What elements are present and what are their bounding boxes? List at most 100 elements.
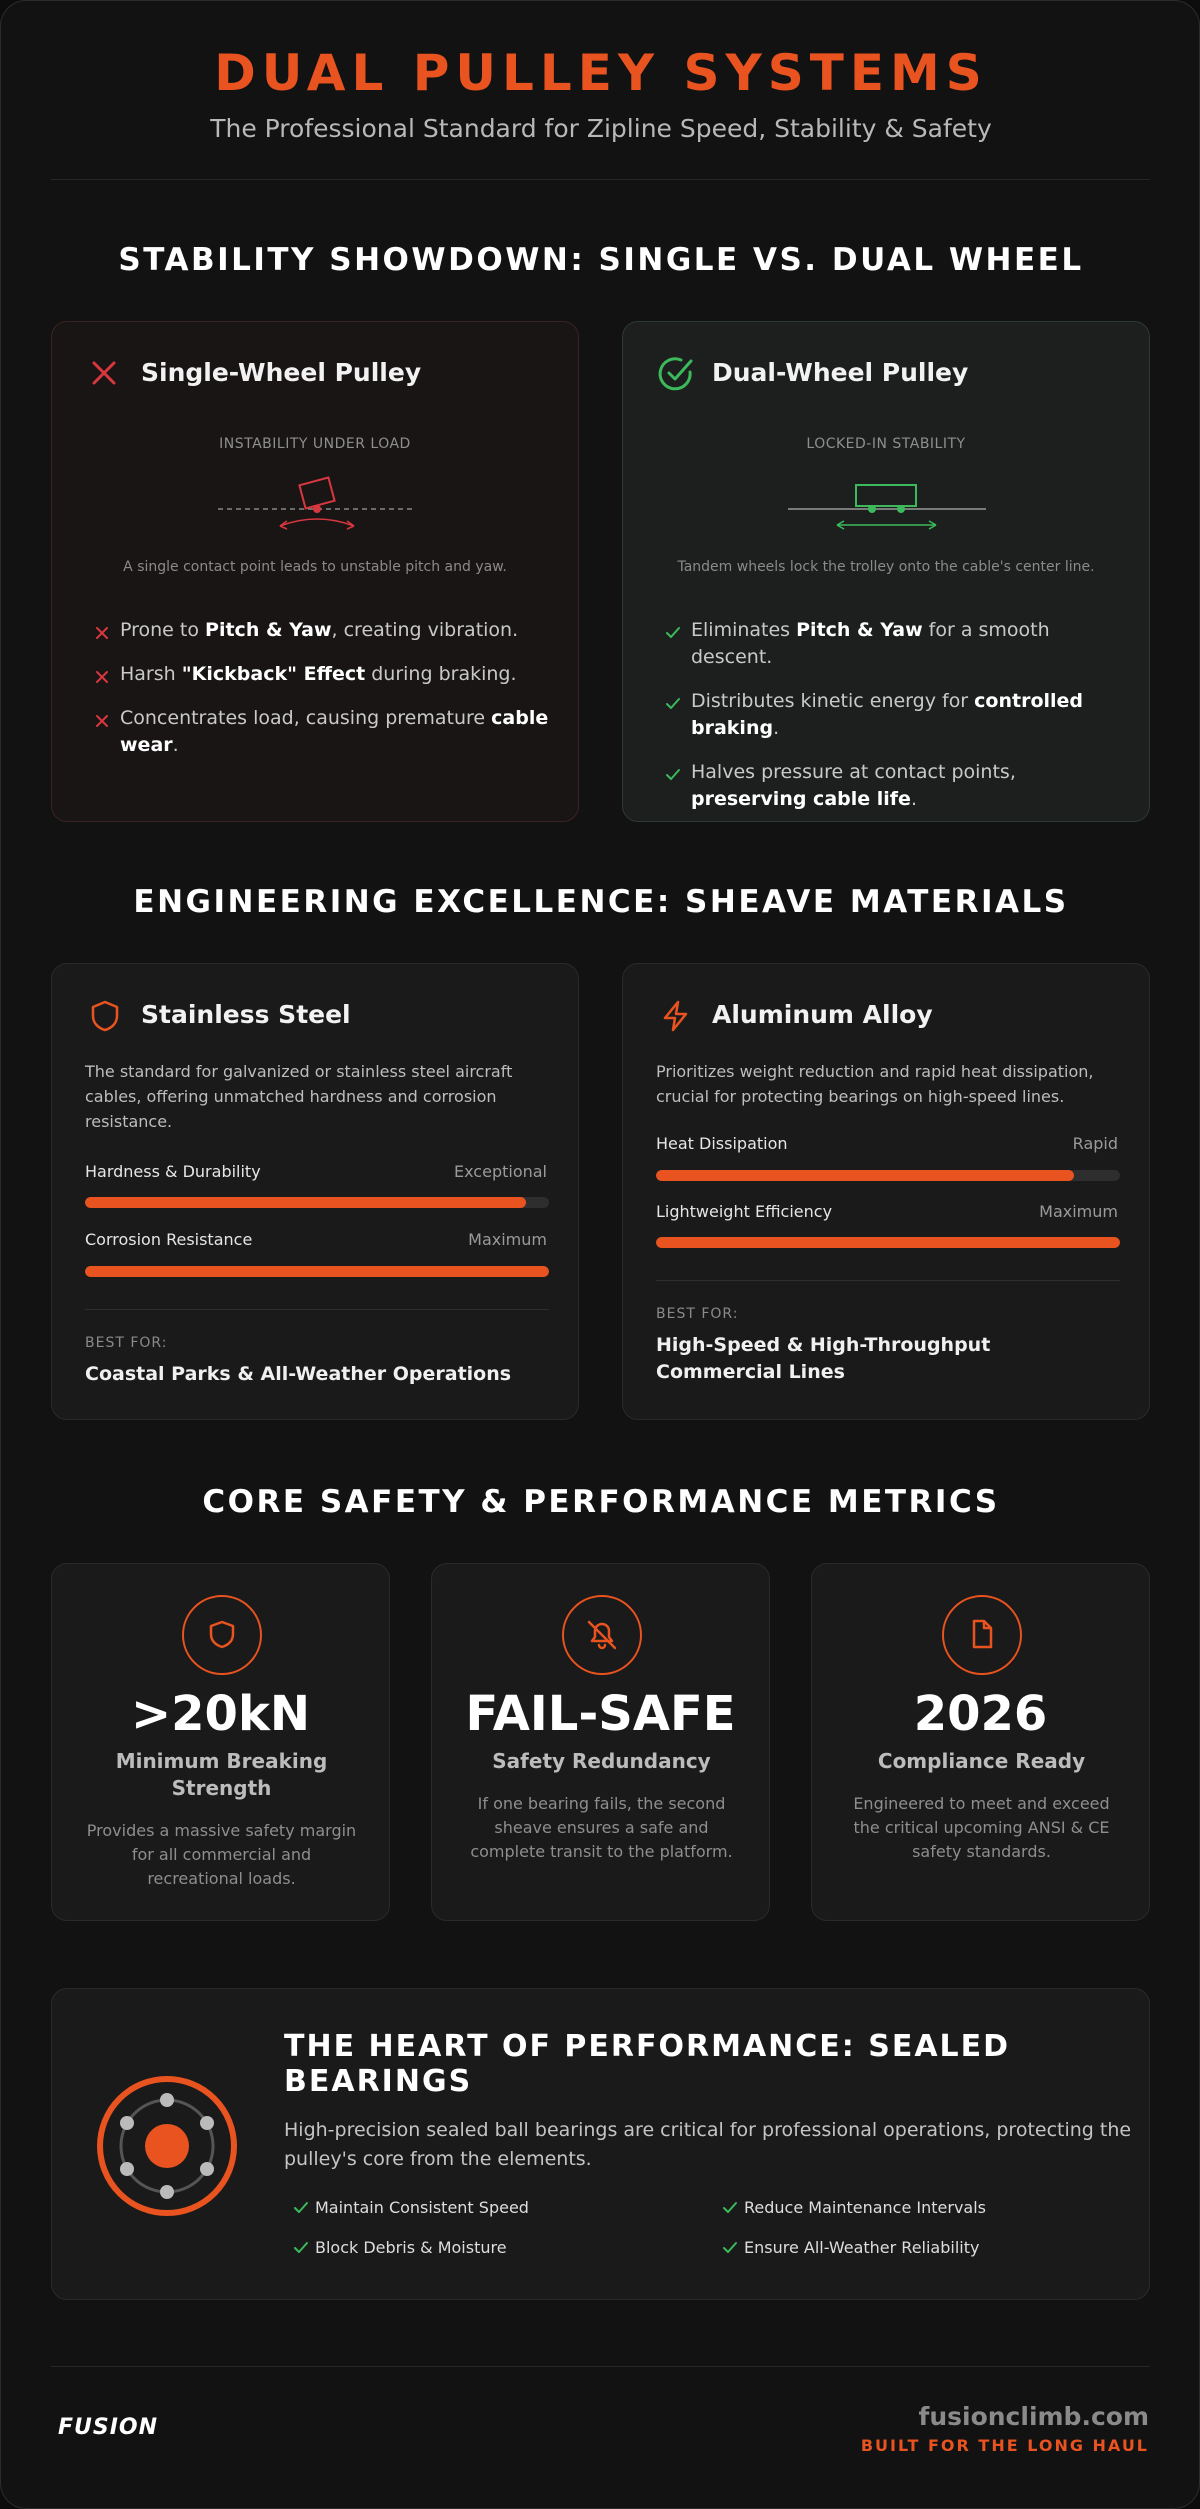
metric-description: If one bearing fails, the second sheave … bbox=[470, 1794, 733, 1861]
check-marker bbox=[294, 2202, 308, 2213]
metric-value: 2026 bbox=[913, 1686, 1048, 1742]
site: fusionclimb.com bbox=[918, 2402, 1149, 2431]
metric-value: FAIL-SAFE bbox=[465, 1686, 736, 1742]
metric-rating: Maximum bbox=[1039, 1202, 1118, 1221]
x-marker bbox=[96, 627, 108, 639]
point-text: . bbox=[172, 734, 179, 756]
diagram-label: INSTABILITY UNDER LOAD bbox=[219, 436, 411, 452]
check-icon bbox=[658, 357, 693, 391]
description: Prioritizes weight reduction and rapid h… bbox=[656, 1062, 1094, 1106]
section-heading: CORE SAFETY & PERFORMANCE METRICS bbox=[202, 1484, 1000, 1520]
material-card: Aluminum Alloy Prioritizes weight reduct… bbox=[622, 963, 1150, 1420]
bearing-icon bbox=[97, 2076, 237, 2216]
comparison-card: Single-Wheel Pulley INSTABILITY UNDER LO… bbox=[51, 321, 579, 822]
card-title: Stainless Steel bbox=[141, 1000, 351, 1029]
point-list: Eliminates Pitch & Yaw for a smooth desc… bbox=[666, 617, 1121, 830]
bar bbox=[656, 1237, 1120, 1248]
point: Concentrates load, causing premature cab… bbox=[96, 705, 550, 759]
feature-text: Reduce Maintenance Intervals bbox=[744, 2198, 986, 2217]
point: Prone to Pitch & Yaw, creating vibration… bbox=[96, 617, 550, 644]
description: The standard for galvanized or stainless… bbox=[85, 1062, 513, 1131]
check-marker bbox=[666, 627, 680, 638]
best-for-label: BEST FOR: bbox=[85, 1335, 168, 1351]
check-marker bbox=[723, 2202, 737, 2213]
metric-description: Engineered to meet and exceed the critic… bbox=[853, 1794, 1110, 1861]
metric-rating: Maximum bbox=[468, 1230, 547, 1249]
bar bbox=[656, 1170, 1074, 1181]
bar-track bbox=[85, 1197, 549, 1208]
point-emphasis: Pitch & Yaw bbox=[796, 619, 923, 641]
section-heading: ENGINEERING EXCELLENCE: SHEAVE MATERIALS bbox=[133, 884, 1069, 920]
bar bbox=[85, 1266, 549, 1277]
shield-icon bbox=[91, 1000, 119, 1032]
caption: A single contact point leads to unstable… bbox=[123, 559, 507, 575]
metric-label: Hardness & Durability bbox=[85, 1162, 261, 1181]
point-text: , creating vibration. bbox=[331, 619, 519, 641]
bar-track bbox=[85, 1266, 549, 1277]
card-title: Aluminum Alloy bbox=[712, 1000, 933, 1029]
point-emphasis: cable wear bbox=[120, 707, 549, 756]
point-text: . bbox=[910, 788, 917, 810]
bolt-icon bbox=[663, 1000, 688, 1032]
x-marker bbox=[96, 715, 108, 727]
metric-rating: Exceptional bbox=[454, 1162, 547, 1181]
divider bbox=[51, 179, 1150, 180]
metric-label: Safety Redundancy bbox=[492, 1749, 711, 1773]
feature-text: Block Debris & Moisture bbox=[315, 2238, 507, 2257]
bearing-card: THE HEART OF PERFORMANCE: SEALED BEARING… bbox=[51, 1988, 1150, 2300]
bar bbox=[85, 1197, 526, 1208]
feature-text: Ensure All-Weather Reliability bbox=[744, 2238, 980, 2257]
metric-card: FAIL-SAFE Safety Redundancy If one bearin… bbox=[431, 1563, 770, 1921]
metric-label: Corrosion Resistance bbox=[85, 1230, 253, 1249]
metric-label: Lightweight Efficiency bbox=[656, 1202, 833, 1221]
metric-label: Heat Dissipation bbox=[656, 1134, 788, 1153]
card-title: Single-Wheel Pulley bbox=[141, 358, 422, 387]
metric-text: Minimum Breaking Strength Provides a mass… bbox=[86, 1748, 357, 1891]
point: Distributes kinetic energy for controlle… bbox=[666, 688, 1121, 742]
point-text: Distributes kinetic energy for bbox=[691, 690, 975, 712]
best-for-label: BEST FOR: bbox=[656, 1306, 739, 1322]
divider bbox=[51, 2366, 1150, 2367]
metric-value: >20kN bbox=[130, 1686, 311, 1742]
point: Harsh "Kickback" Effect during braking. bbox=[96, 661, 550, 688]
bar-track bbox=[656, 1170, 1120, 1181]
metric-label: Minimum Breaking Strength bbox=[115, 1749, 328, 1800]
bearing-heading: THE HEART OF PERFORMANCE: SEALED BEARING… bbox=[284, 2029, 1011, 2099]
metric-description: Provides a massive safety margin for all… bbox=[86, 1821, 357, 1888]
point-text: Harsh bbox=[120, 663, 182, 685]
check-marker bbox=[666, 698, 680, 709]
point-text: for a smooth descent. bbox=[691, 619, 1050, 668]
bar-track bbox=[656, 1237, 1120, 1248]
section-heading: STABILITY SHOWDOWN: SINGLE VS. DUAL WHEE… bbox=[118, 242, 1084, 278]
comparison-card: Dual-Wheel Pulley LOCKED-IN STABILITY Ta… bbox=[622, 321, 1150, 822]
check-marker bbox=[666, 769, 680, 780]
logo: FUSION bbox=[58, 2415, 159, 2440]
bell-off-icon bbox=[562, 1595, 642, 1675]
tagline: BUILT FOR THE LONG HAUL bbox=[860, 2436, 1149, 2455]
point: Eliminates Pitch & Yaw for a smooth desc… bbox=[666, 617, 1121, 671]
caption: Tandem wheels lock the trolley onto the … bbox=[677, 559, 1095, 575]
diagram-label: LOCKED-IN STABILITY bbox=[806, 436, 966, 452]
metric-label: Compliance Ready bbox=[877, 1749, 1086, 1773]
metric-text: Safety Redundancy If one bearing fails, t… bbox=[466, 1748, 737, 1864]
metric-rating: Rapid bbox=[1072, 1134, 1118, 1153]
divider bbox=[656, 1280, 1120, 1281]
best-for: Coastal Parks & All-Weather Operations bbox=[85, 1363, 512, 1385]
stability-diagram bbox=[788, 484, 986, 530]
file-icon bbox=[942, 1595, 1022, 1675]
point-emphasis: controlled braking bbox=[691, 690, 1084, 739]
point-list: Prone to Pitch & Yaw, creating vibration… bbox=[96, 617, 550, 776]
point: Halves pressure at contact points, prese… bbox=[666, 759, 1121, 813]
point-emphasis: "Kickback" Effect bbox=[181, 663, 366, 685]
metric-text: Compliance Ready Engineered to meet and e… bbox=[846, 1748, 1117, 1864]
metric-card: 2026 Compliance Ready Engineered to meet … bbox=[811, 1563, 1150, 1921]
shield-icon bbox=[182, 1595, 262, 1675]
material-card: Stainless Steel The standard for galvani… bbox=[51, 963, 579, 1420]
point-emphasis: preserving cable life bbox=[691, 788, 911, 810]
x-icon bbox=[92, 361, 116, 385]
card-title: Dual-Wheel Pulley bbox=[712, 358, 969, 387]
point-text: Eliminates bbox=[691, 619, 797, 641]
